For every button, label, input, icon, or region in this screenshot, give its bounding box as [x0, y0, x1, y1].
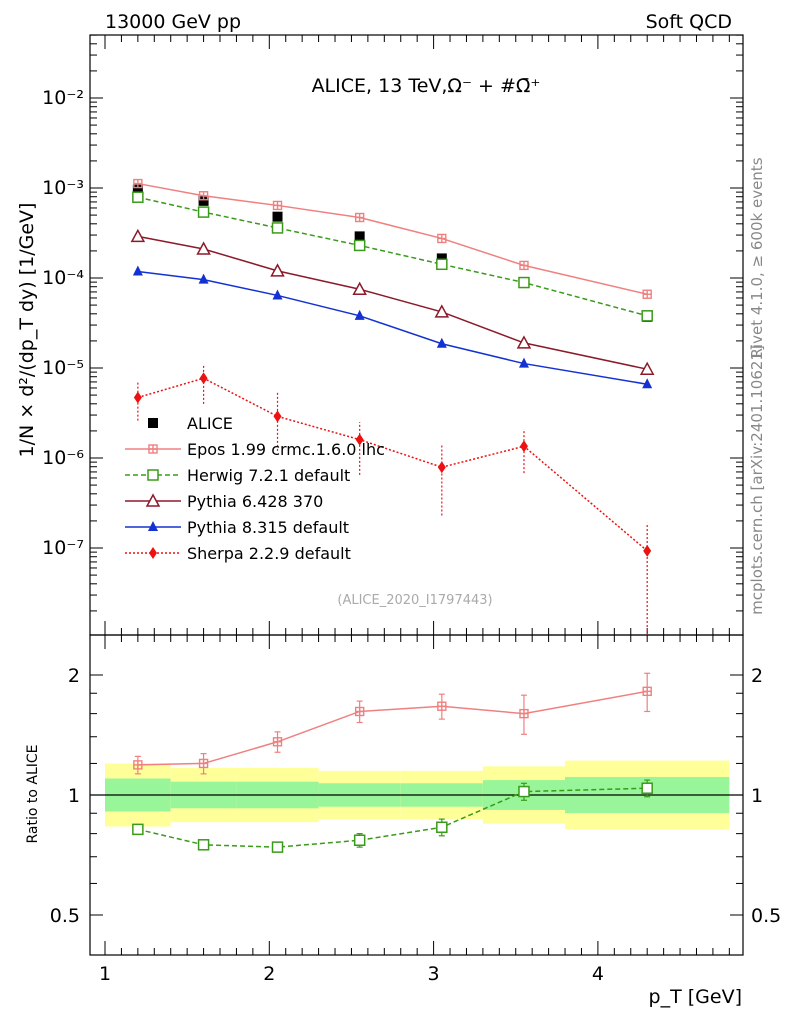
ratio-y-tick-label-right: 1: [751, 785, 763, 807]
point-marker: [518, 276, 530, 289]
point-marker: [145, 493, 161, 507]
y-axis-label: 1/N × d²/(dp_T dy) [1/GeV]: [16, 203, 38, 458]
point-marker: [519, 440, 528, 453]
point-marker: [196, 241, 211, 255]
ratio-series-epos: [133, 672, 652, 775]
ratio-y-tick-label: 0.5: [50, 905, 80, 927]
point-marker: [271, 222, 284, 234]
ratio-y-tick-label: 2: [68, 665, 80, 687]
series-epos: [133, 178, 652, 299]
plot-title: ALICE, 13 TeV,Ω⁻ + #Ω̄⁺: [312, 75, 541, 97]
legend-label: Pythia 8.315 default: [187, 518, 349, 537]
point-marker: [434, 304, 450, 318]
point-marker: [272, 289, 283, 300]
y-tick-label: 10⁻⁶: [42, 447, 84, 469]
y-tick-label: 10⁻²: [42, 87, 84, 109]
point-marker: [197, 206, 210, 218]
point-marker: [355, 433, 364, 446]
ratio-uncertainty-bands: [90, 760, 743, 830]
series-sherpa: [133, 364, 652, 635]
point-marker: [436, 821, 448, 834]
y-tick-label: 10⁻⁵: [42, 357, 84, 379]
y-tick-label: 10⁻³: [42, 177, 84, 199]
point-marker: [198, 273, 209, 284]
series-pythia: [132, 265, 653, 389]
legend-label: Pythia 6.428 370: [187, 492, 323, 511]
legend-entry: Pythia 6.428 370: [125, 492, 323, 511]
series-herwig: [132, 191, 653, 322]
legend-entry: Epos 1.99 crmc.1.6.0 lhc: [125, 440, 385, 459]
point-marker: [132, 265, 143, 276]
ratio-y-tick-label-right: 0.5: [751, 905, 781, 927]
point-marker: [132, 823, 144, 836]
legend-entry: Herwig 7.2.1 default: [125, 466, 350, 485]
point-marker: [436, 253, 447, 264]
category-label: Soft QCD: [646, 11, 732, 33]
ratio-series-layer: [132, 672, 653, 853]
main-series-layer: [130, 178, 655, 635]
legend-label: Sherpa 2.2.9 default: [187, 544, 351, 563]
point-marker: [354, 231, 365, 242]
point-marker: [273, 410, 282, 423]
point-marker: [436, 337, 447, 348]
x-tick-label: 1: [99, 963, 111, 985]
point-marker: [641, 782, 653, 794]
point-marker: [199, 372, 208, 385]
point-marker: [437, 461, 446, 474]
ratio-axis-label: Ratio to ALICE: [25, 744, 41, 843]
point-marker: [148, 418, 158, 428]
point-marker: [353, 239, 366, 252]
analysis-tag: (ALICE_2020_I1797443): [337, 593, 492, 608]
series-line: [137, 182, 648, 295]
mcplots-label: mcplots.cern.ch [arXiv:2401.10621]: [748, 345, 766, 615]
x-tick-label: 2: [263, 963, 275, 985]
x-tick-label: 4: [592, 963, 604, 985]
ratio-series-herwig: [132, 779, 653, 853]
legend-entry: Pythia 8.315 default: [125, 518, 349, 537]
legend: ALICE Epos 1.99 crmc.1.6.0 lhc Herwig 7.2.…: [125, 414, 385, 563]
y-tick-label: 10⁻⁷: [42, 537, 84, 559]
energy-label: 13000 GeV pp: [105, 11, 241, 33]
point-marker: [198, 195, 209, 206]
point-marker: [518, 357, 529, 368]
point-marker: [643, 544, 652, 557]
point-marker: [641, 310, 653, 322]
point-marker: [354, 309, 365, 320]
point-marker: [352, 281, 367, 295]
legend-entry: ALICE: [148, 414, 233, 433]
ratio-line: [137, 690, 648, 766]
point-marker: [270, 263, 285, 277]
x-axis-label: p_T [GeV]: [649, 986, 742, 1008]
point-marker: [130, 228, 146, 243]
point-marker: [518, 785, 530, 798]
point-marker: [642, 378, 653, 389]
ratio-y-tick-label-right: 2: [751, 665, 763, 687]
rivet-label: Rivet 4.1.0, ≥ 600k events: [748, 157, 766, 358]
legend-label: Epos 1.99 crmc.1.6.0 lhc: [187, 440, 385, 459]
point-marker: [271, 841, 284, 853]
point-marker: [197, 839, 210, 851]
point-marker: [132, 191, 144, 203]
point-marker: [132, 184, 143, 195]
point-marker: [149, 547, 157, 559]
series-pythia: [130, 228, 655, 375]
point-marker: [516, 335, 532, 349]
point-marker: [272, 211, 283, 222]
point-marker: [353, 834, 366, 846]
point-marker: [147, 469, 159, 481]
y-tick-label: 10⁻⁴: [42, 267, 84, 289]
ratio-y-tick-label: 1: [68, 785, 80, 807]
point-marker: [436, 258, 448, 271]
legend-entry: Sherpa 2.2.9 default: [125, 544, 351, 563]
legend-label: ALICE: [187, 414, 233, 433]
x-tick-label: 3: [428, 963, 440, 985]
point-marker: [639, 361, 655, 375]
series-line: [137, 235, 648, 370]
series-line: [137, 270, 648, 385]
axes-ticks: 10⁻⁷ 10⁻⁶ 10⁻⁵ 10⁻⁴ 10⁻³ 10⁻² 1 2 3 4 0.5 0.5 1 1 2 2: [42, 34, 781, 985]
point-marker: [148, 521, 158, 531]
point-marker: [133, 391, 142, 404]
legend-label: Herwig 7.2.1 default: [187, 466, 350, 485]
